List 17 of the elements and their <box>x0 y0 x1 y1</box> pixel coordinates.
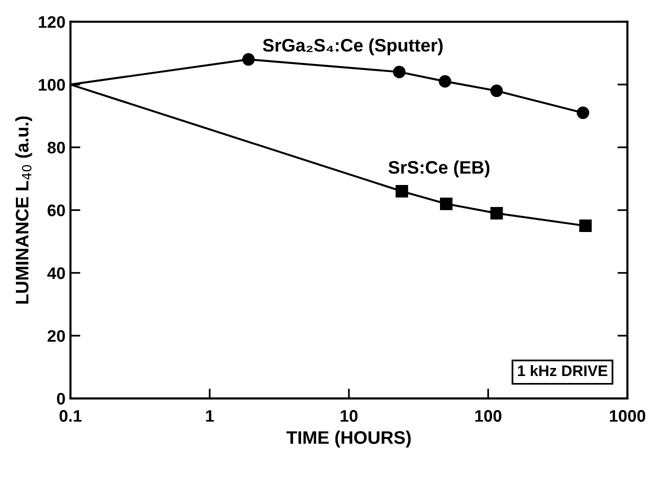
x-tick-label: 1000 <box>610 410 646 422</box>
x-tick-label: 100 <box>475 410 502 422</box>
annotation: 1 kHz DRIVE <box>518 364 608 376</box>
y-tick-label: 60 <box>48 204 65 216</box>
y-tick-label: 100 <box>38 78 65 91</box>
y-tick-label: 80 <box>48 142 65 154</box>
y-tick-label: 20 <box>48 330 65 342</box>
y-axis-title: LUMINANCE L$_{40}$ (a.u.) <box>15 116 32 304</box>
x-tick-label: 10 <box>340 410 358 422</box>
series-label: SrS:Ce (EB) <box>388 160 490 178</box>
x-axis-title: TIME (HOURS) <box>286 430 411 448</box>
series-label: SrGa₂S₄:Ce (Sputter) <box>262 38 443 56</box>
y-tick-label: 40 <box>47 267 65 280</box>
x-tick-label: 0.1 <box>60 410 82 422</box>
y-tick-label: 0 <box>56 392 65 405</box>
x-tick-label: 1 <box>206 410 214 422</box>
y-tick-label: 120 <box>38 16 65 28</box>
